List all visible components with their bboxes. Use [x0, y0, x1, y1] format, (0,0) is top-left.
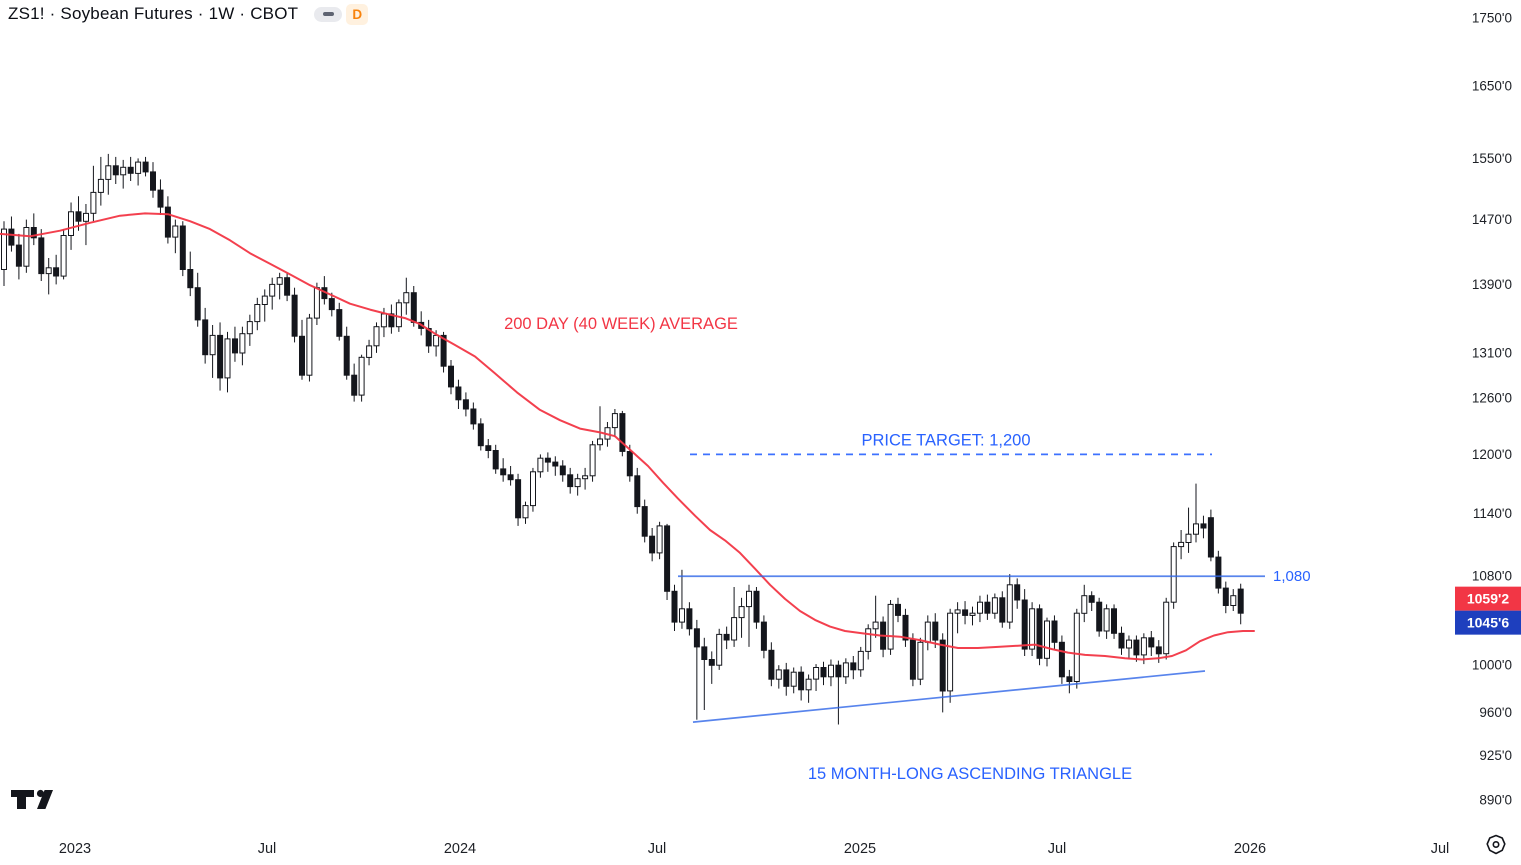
price-tick: 1200'0	[1472, 447, 1512, 462]
last-price-badge	[1455, 586, 1521, 611]
time-tick: Jul	[1431, 841, 1450, 857]
price-tick: 1470'0	[1472, 212, 1512, 227]
price-badge-text: 1059'2	[1467, 591, 1509, 607]
time-axis[interactable]: 2023 Jul 2024 Jul 2025 Jul 2026 Jul	[59, 841, 1449, 857]
candlestick-series	[1, 153, 1244, 725]
price-tick: 1140'0	[1473, 506, 1512, 521]
interval-badge-d[interactable]: D	[346, 3, 369, 25]
time-tick: 2025	[844, 841, 876, 857]
price-target-label[interactable]: PRICE TARGET: 1,200	[861, 431, 1030, 449]
ma-label[interactable]: 200 DAY (40 WEEK) AVERAGE	[504, 315, 738, 333]
time-tick: 2023	[59, 841, 91, 857]
trendline-label[interactable]: 15 MONTH-LONG ASCENDING TRIANGLE	[808, 765, 1132, 783]
price-tick: 1000'0	[1472, 658, 1512, 673]
price-label-badges: 1059'2 1045'6	[1455, 586, 1521, 635]
avg-price-badge	[1455, 610, 1521, 635]
price-tick: 1390'0	[1472, 277, 1512, 292]
price-tick: 925'0	[1479, 748, 1512, 763]
ascending-trendline[interactable]	[692, 670, 1206, 723]
tradingview-logo[interactable]	[10, 788, 54, 817]
time-tick: Jul	[648, 841, 667, 857]
time-tick: 2026	[1234, 841, 1266, 857]
price-tick: 1550'0	[1472, 151, 1512, 166]
ma-200-line[interactable]: 200 DAY (40 WEEK) AVERAGE	[0, 212, 1255, 661]
price-tick: 1650'0	[1472, 79, 1512, 94]
time-tick: 2024	[444, 841, 476, 857]
gear-icon[interactable]	[1483, 832, 1509, 863]
visibility-toggle[interactable]	[314, 6, 343, 22]
time-tick: Jul	[258, 841, 277, 857]
price-tick: 1310'0	[1472, 345, 1512, 360]
price-badge-text: 1045'6	[1467, 615, 1509, 631]
drawings-layer: PRICE TARGET: 1,200 1,080 15 MONTH-LONG AS…	[678, 431, 1311, 783]
symbol-title: ZS1! · Soybean Futures · 1W · CBOT	[8, 4, 299, 23]
time-tick: Jul	[1048, 841, 1067, 857]
minus-icon	[322, 12, 334, 16]
price-axis[interactable]: 1750'0 1650'0 1550'0 1470'0 1390'0 1310'0 1260…	[1472, 11, 1512, 808]
price-tick: 1750'0	[1472, 11, 1512, 26]
price-tick: 890'0	[1479, 793, 1512, 808]
price-tick: 1080'0	[1472, 569, 1512, 584]
price-tick: 1260'0	[1472, 390, 1512, 405]
price-tick: 960'0	[1479, 705, 1512, 720]
resistance-label[interactable]: 1,080	[1273, 568, 1311, 585]
chart-header: ZS1! · Soybean Futures · 1W · CBOT D	[8, 2, 369, 26]
